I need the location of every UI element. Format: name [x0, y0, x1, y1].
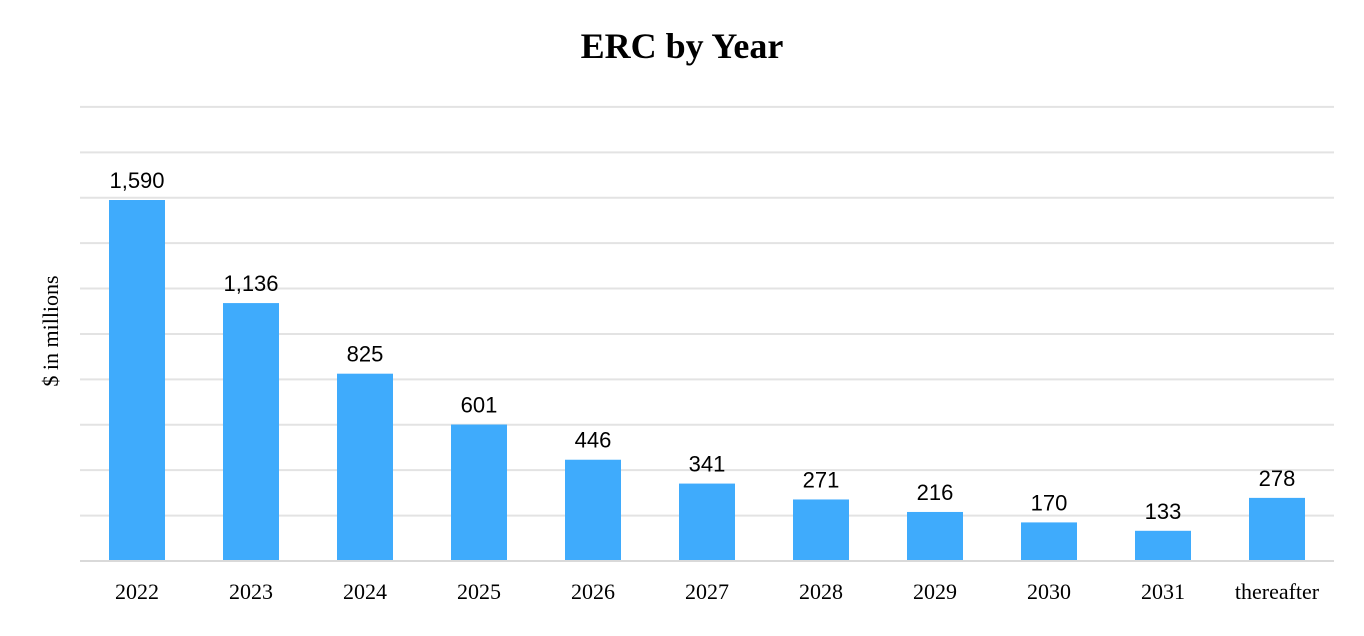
data-label-2024: 825	[347, 342, 384, 367]
chart-title: ERC by Year	[581, 26, 784, 66]
bars	[109, 200, 1305, 561]
data-label-2031: 133	[1145, 499, 1182, 524]
gridlines	[80, 105, 1334, 517]
bar-2029	[907, 511, 963, 561]
x-tick-2027: 2027	[685, 579, 729, 604]
data-label-2030: 170	[1031, 490, 1068, 515]
x-tick-2023: 2023	[229, 579, 273, 604]
bar-2028	[793, 499, 849, 561]
data-label-2022: 1,590	[109, 168, 164, 193]
x-tick-2028: 2028	[799, 579, 843, 604]
bar-2022	[109, 200, 165, 561]
bar-thereafter	[1249, 497, 1305, 561]
data-label-2025: 601	[461, 393, 498, 418]
x-tick-labels: 2022 2023 2024 2025 2026 2027 2028 2029 2030 2031…	[115, 579, 1320, 604]
x-tick-2026: 2026	[571, 579, 615, 604]
x-tick-2030: 2030	[1027, 579, 1071, 604]
x-tick-2024: 2024	[343, 579, 387, 604]
bar-2031	[1135, 530, 1191, 561]
y-axis-label: $ in millions	[38, 275, 63, 386]
x-tick-2031: 2031	[1141, 579, 1185, 604]
bar-2023	[223, 303, 279, 561]
bar-2027	[679, 483, 735, 561]
data-label-2029: 216	[917, 480, 954, 505]
data-label-thereafter: 278	[1259, 466, 1296, 491]
data-label-2028: 271	[803, 467, 840, 492]
data-labels: 1,590 1,136 825 601 446 341 271 216 170 133 278	[109, 168, 1295, 524]
bar-2024	[337, 373, 393, 561]
x-tick-thereafter: thereafter	[1235, 579, 1320, 604]
bar-2030	[1021, 522, 1077, 561]
x-tick-2025: 2025	[457, 579, 501, 604]
x-tick-2029: 2029	[913, 579, 957, 604]
data-label-2027: 341	[689, 452, 726, 477]
bar-2026	[565, 459, 621, 561]
x-tick-2022: 2022	[115, 579, 159, 604]
bar-2025	[451, 424, 507, 561]
data-label-2023: 1,136	[223, 271, 278, 296]
data-label-2026: 446	[575, 428, 612, 453]
